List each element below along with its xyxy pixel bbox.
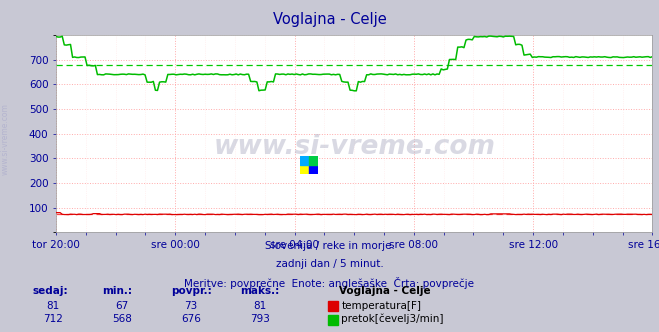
- Bar: [309, 165, 318, 174]
- Text: www.si-vreme.com: www.si-vreme.com: [1, 104, 10, 175]
- Text: 676: 676: [181, 314, 201, 324]
- Text: 73: 73: [185, 301, 198, 311]
- Bar: [300, 165, 309, 174]
- Text: maks.:: maks.:: [241, 286, 280, 296]
- Text: zadnji dan / 5 minut.: zadnji dan / 5 minut.: [275, 259, 384, 269]
- Text: sedaj:: sedaj:: [33, 286, 69, 296]
- Bar: [309, 156, 318, 165]
- Text: 81: 81: [254, 301, 267, 311]
- Text: Meritve: povprečne  Enote: anglešaške  Črta: povprečje: Meritve: povprečne Enote: anglešaške Črt…: [185, 277, 474, 289]
- Text: 67: 67: [115, 301, 129, 311]
- Bar: [300, 156, 309, 165]
- Text: 793: 793: [250, 314, 270, 324]
- Text: Voglajna - Celje: Voglajna - Celje: [273, 12, 386, 27]
- Text: 81: 81: [46, 301, 59, 311]
- Text: www.si-vreme.com: www.si-vreme.com: [214, 134, 495, 160]
- Text: 712: 712: [43, 314, 63, 324]
- Text: 568: 568: [112, 314, 132, 324]
- Text: Slovenija / reke in morje.: Slovenija / reke in morje.: [264, 241, 395, 251]
- Text: povpr.:: povpr.:: [171, 286, 212, 296]
- Text: Voglajna - Celje: Voglajna - Celje: [339, 286, 431, 296]
- Text: pretok[čevelj3/min]: pretok[čevelj3/min]: [341, 313, 444, 324]
- Text: temperatura[F]: temperatura[F]: [341, 301, 421, 311]
- Text: min.:: min.:: [102, 286, 132, 296]
